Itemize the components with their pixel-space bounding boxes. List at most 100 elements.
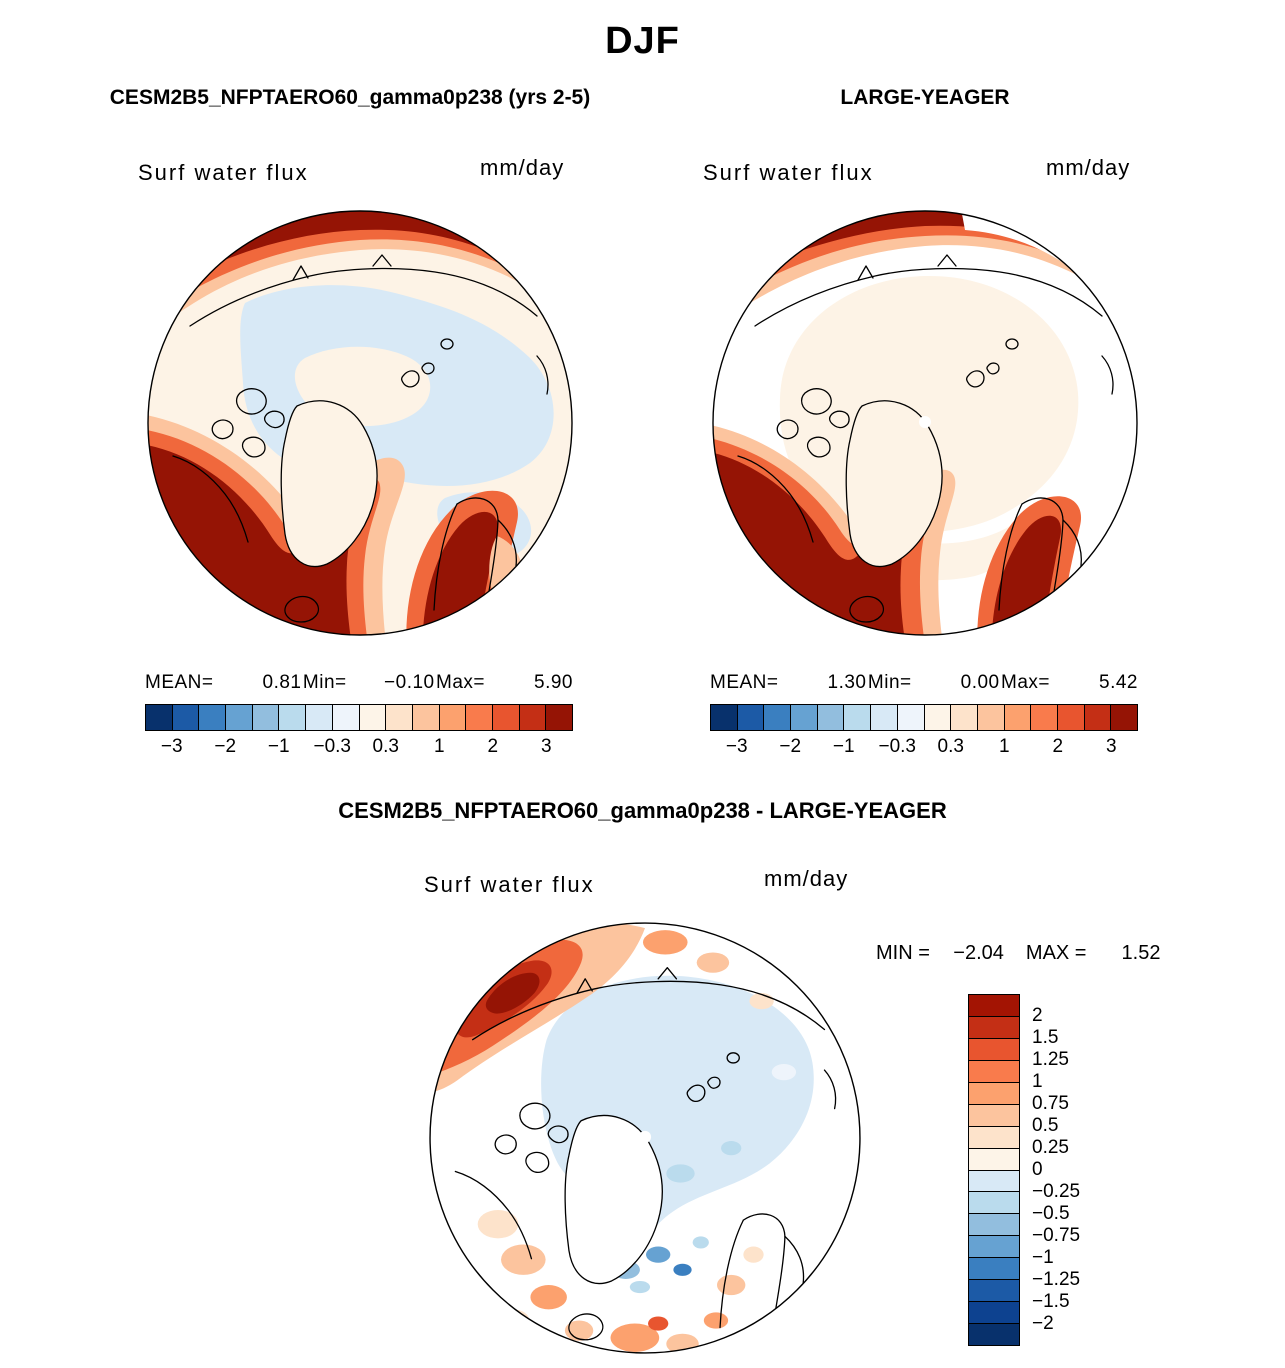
model-colorbar <box>145 704 573 731</box>
colorbar-cell <box>737 705 765 730</box>
colorbar-tick-label: 1.5 <box>1032 1027 1059 1048</box>
colorbar-cell <box>306 705 333 730</box>
colorbar-cell <box>897 705 925 730</box>
obs-max-label: Max= <box>1001 672 1050 693</box>
model-min-value: −0.10 <box>384 672 435 693</box>
model-max-label: Max= <box>436 672 485 693</box>
diff-max-value: 1.52 <box>1121 942 1161 964</box>
colorbar-tick-label: 1.25 <box>1032 1049 1069 1070</box>
colorbar-tick-label: −1.5 <box>1032 1291 1070 1312</box>
colorbar-tick-label: −1 <box>1032 1247 1054 1268</box>
colorbar-tick-label: 0.75 <box>1032 1093 1069 1114</box>
colorbar-cell <box>817 705 845 730</box>
colorbar-cell <box>969 1082 1019 1105</box>
colorbar-cell <box>332 705 360 730</box>
colorbar-cell <box>969 1170 1019 1193</box>
colorbar-tick-label: 1 <box>998 736 1010 757</box>
colorbar-cell <box>969 1060 1019 1083</box>
obs-panel-title: LARGE-YEAGER <box>840 86 1010 109</box>
obs-stats: MEAN= 1.30 Min= 0.00 Max= 5.42 <box>710 672 1138 694</box>
colorbar-cell <box>1111 705 1137 730</box>
colorbar-tick-label: 0.3 <box>372 736 399 757</box>
colorbar-tick-label: −0.3 <box>878 736 917 757</box>
colorbar-tick-label: 3 <box>540 736 552 757</box>
colorbar-tick-label: −2 <box>779 736 802 757</box>
diff-map <box>429 922 861 1354</box>
colorbar-tick-label: −1 <box>267 736 290 757</box>
colorbar-tick-label: −3 <box>725 736 748 757</box>
model-colorbar-ticks: −3 −2 −1 −0.3 0.3 1 2 3 <box>145 736 573 760</box>
colorbar-cell <box>279 705 307 730</box>
colorbar-cell <box>492 705 520 730</box>
colorbar-cell <box>969 1214 1019 1237</box>
colorbar-tick-label: 0.5 <box>1032 1115 1059 1136</box>
colorbar-cell <box>1057 705 1085 730</box>
colorbar-cell <box>951 705 978 730</box>
colorbar-cell <box>519 705 547 730</box>
colorbar-cell <box>1004 705 1032 730</box>
colorbar-cell <box>969 1258 1019 1281</box>
obs-field-label: Surf water flux <box>703 160 874 185</box>
colorbar-tick-label: 0.25 <box>1032 1137 1069 1158</box>
model-panel-title: CESM2B5_NFPTAERO60_gamma0p238 (yrs 2-5) <box>109 86 591 109</box>
colorbar-tick-label: −0.75 <box>1032 1225 1081 1246</box>
colorbar-cell <box>546 705 572 730</box>
model-map <box>147 210 573 636</box>
model-min-label: Min= <box>302 672 347 693</box>
colorbar-cell <box>969 1280 1019 1303</box>
colorbar-tick-label: 1 <box>1032 1071 1043 1092</box>
colorbar-cell <box>969 1104 1019 1127</box>
diff-min-value: −2.04 <box>953 942 1004 964</box>
colorbar-cell <box>711 705 738 730</box>
obs-units-label: mm/day <box>1046 155 1131 180</box>
obs-colorbar <box>710 704 1138 731</box>
diff-colorbar-ticks: 2 1.5 1.25 1 0.75 0.5 0.25 0 −0.25 −0.5 −0.75 −1 −1.… <box>1032 994 1112 1346</box>
model-mean-label: MEAN= <box>145 672 214 693</box>
colorbar-tick-label: 2 <box>1032 1005 1043 1026</box>
colorbar-cell <box>969 1016 1019 1039</box>
diff-min-label: MIN = <box>876 942 930 964</box>
colorbar-tick-label: −0.25 <box>1032 1181 1081 1202</box>
colorbar-tick-label: 0 <box>1032 1159 1043 1180</box>
model-max-value: 5.90 <box>534 672 573 693</box>
colorbar-cell <box>924 705 952 730</box>
obs-mean-label: MEAN= <box>710 672 779 693</box>
model-stats: MEAN= 0.81 Min= −0.10 Max= 5.90 <box>145 672 573 694</box>
colorbar-cell <box>146 705 173 730</box>
colorbar-cell <box>412 705 440 730</box>
colorbar-cell <box>977 705 1005 730</box>
colorbar-cell <box>791 705 818 730</box>
colorbar-cell <box>386 705 413 730</box>
colorbar-cell <box>764 705 792 730</box>
colorbar-tick-label: −2 <box>1032 1313 1054 1334</box>
colorbar-tick-label: −1.25 <box>1032 1269 1081 1290</box>
colorbar-tick-label: −0.5 <box>1032 1203 1070 1224</box>
colorbar-cell <box>226 705 253 730</box>
obs-max-value: 5.42 <box>1099 672 1138 693</box>
colorbar-tick-label: −3 <box>160 736 183 757</box>
diff-max-label: MAX = <box>1025 942 1087 964</box>
colorbar-cell <box>969 1192 1019 1215</box>
colorbar-cell <box>466 705 493 730</box>
colorbar-cell <box>969 1126 1019 1149</box>
diff-field-label: Surf water flux <box>424 872 595 897</box>
colorbar-tick-label: −0.3 <box>313 736 352 757</box>
model-field-label: Surf water flux <box>138 160 309 185</box>
colorbar-tick-label: 0.3 <box>937 736 964 757</box>
model-units-label: mm/day <box>480 155 565 180</box>
obs-map <box>712 210 1138 636</box>
diff-minmax: MIN = −2.04 MAX = 1.52 <box>876 942 1160 965</box>
colorbar-cell <box>199 705 227 730</box>
colorbar-cell <box>969 995 1019 1017</box>
colorbar-tick-label: 2 <box>487 736 499 757</box>
colorbar-cell <box>969 1302 1019 1325</box>
colorbar-cell <box>969 1038 1019 1061</box>
obs-colorbar-ticks: −3 −2 −1 −0.3 0.3 1 2 3 <box>710 736 1138 760</box>
figure-title: DJF <box>605 20 680 62</box>
colorbar-cell <box>1031 705 1058 730</box>
colorbar-cell <box>252 705 280 730</box>
colorbar-cell <box>844 705 872 730</box>
obs-min-value: 0.00 <box>960 672 1000 693</box>
colorbar-cell <box>969 1236 1019 1259</box>
